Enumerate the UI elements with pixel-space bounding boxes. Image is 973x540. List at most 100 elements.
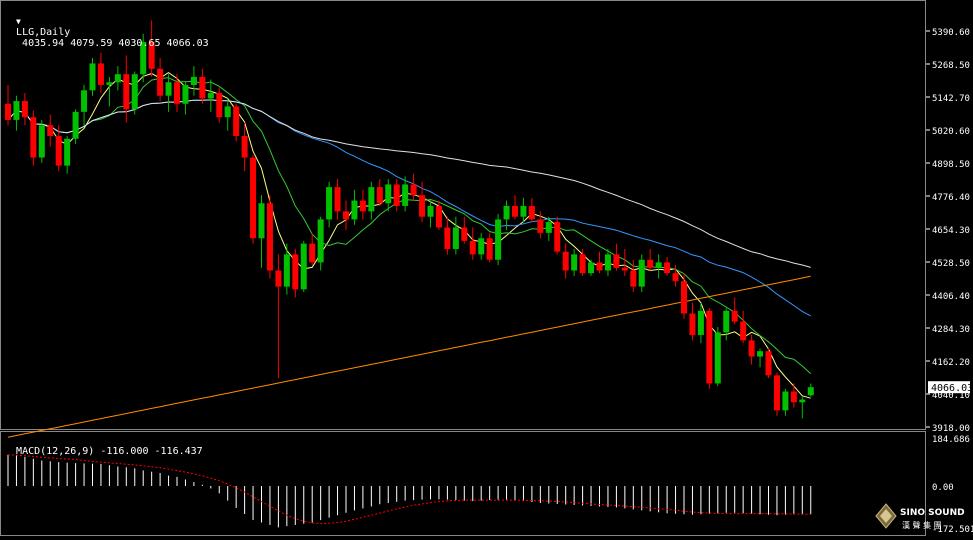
candle-body <box>81 90 88 112</box>
candle-body <box>165 82 172 96</box>
candle-body <box>97 63 104 85</box>
candle-body <box>427 205 434 217</box>
candle-body <box>799 399 806 403</box>
candle-body <box>72 111 79 139</box>
candle-body <box>334 187 341 212</box>
candle-body <box>638 259 645 287</box>
candle-body <box>207 93 214 99</box>
logo-text: SINO SOUND <box>900 508 965 518</box>
candle-body <box>765 351 772 376</box>
chart-title: ▼ LLG,Daily 4035.94 4079.59 4030.65 4066… <box>4 5 209 49</box>
candle-body <box>89 63 96 91</box>
candle-body <box>410 184 417 196</box>
candle-body <box>233 106 240 137</box>
candle-body <box>47 125 54 137</box>
candle-body <box>740 321 747 341</box>
candle-body <box>461 227 468 241</box>
candle-body <box>140 41 147 75</box>
price-tick-label: 5390.60 <box>932 28 970 38</box>
candle-body <box>55 136 62 166</box>
price-tick-label: 4406.40 <box>932 292 970 302</box>
price-tick-label: 4040.10 <box>932 391 970 401</box>
macd-title: MACD(12,26,9) -116.000 -116.437 <box>4 435 203 457</box>
candle-body <box>368 187 375 212</box>
current-price-label: 4066.03 <box>931 383 973 394</box>
candle-body <box>275 270 282 287</box>
candle-body <box>123 74 130 110</box>
price-tick-label: 5268.50 <box>932 61 970 71</box>
candle-body <box>343 211 349 220</box>
candle-body <box>672 273 679 282</box>
candle-body <box>782 391 789 411</box>
candle-body <box>537 219 544 233</box>
macd-panel-border <box>0 431 926 536</box>
sino-sound-logo: SINO SOUND 漢 聲 集 團 <box>872 498 972 536</box>
candle-body <box>385 184 392 204</box>
candle-body <box>419 195 426 217</box>
candle-body <box>250 157 257 239</box>
macd-axis: 184.686 0.00 -172.501 <box>932 435 973 535</box>
price-tick-label: 4898.50 <box>932 160 970 170</box>
candle-body <box>300 243 307 290</box>
candle-body <box>790 391 797 403</box>
candle-body <box>621 267 628 271</box>
candle-body <box>604 254 611 271</box>
candle-body <box>216 93 223 118</box>
candle-body <box>596 262 603 271</box>
price-tick-label: 5020.60 <box>932 127 970 137</box>
macd-tick-label: 184.686 <box>932 435 970 445</box>
candles <box>5 20 814 419</box>
candle-body <box>64 138 71 166</box>
candle-body <box>731 310 738 322</box>
candle-body <box>807 387 814 396</box>
candle-body <box>588 262 595 274</box>
symbol-label: LLG,Daily <box>16 27 71 38</box>
candle-body <box>664 262 671 274</box>
candle-body <box>647 259 654 268</box>
candle-body <box>292 254 299 290</box>
price-tick-label: 4162.20 <box>932 358 970 368</box>
moving-averages <box>7 71 812 438</box>
candle-body <box>469 240 476 255</box>
candle-body <box>503 205 510 220</box>
diamond-logo-icon: SINO SOUND 漢 聲 集 團 <box>875 503 965 530</box>
candle-body <box>545 222 552 233</box>
candle-body <box>562 251 569 271</box>
candle-body <box>131 74 138 110</box>
ma-yellow-line <box>7 71 811 399</box>
candle-body <box>376 187 383 204</box>
candle-body <box>613 254 620 268</box>
candle-body <box>689 313 696 336</box>
candle-body <box>317 219 324 263</box>
candle-body <box>30 117 37 158</box>
price-axis: 5390.60 5268.50 5142.70 5020.60 4898.50 4776.… <box>926 28 970 434</box>
price-tick-label: 4528.50 <box>932 259 970 269</box>
candle-body <box>148 41 155 69</box>
macd-label: MACD(12,26,9) -116.000 -116.437 <box>16 446 203 457</box>
candle-body <box>402 184 409 206</box>
candle-body <box>106 82 113 85</box>
macd-panel <box>7 454 812 528</box>
candle-body <box>452 227 459 249</box>
candle-body <box>13 101 20 120</box>
candle-body <box>266 203 273 271</box>
price-tick-label: 5142.70 <box>932 94 970 104</box>
candle-body <box>359 200 366 212</box>
macd-tick-label: -172.501 <box>932 525 973 535</box>
candle-body <box>757 351 764 357</box>
candle-body <box>435 205 442 228</box>
candle-body <box>241 136 248 158</box>
macd-tick-label: 0.00 <box>932 483 954 493</box>
candle-body <box>21 101 28 118</box>
price-tick-label: 4654.30 <box>932 226 970 236</box>
candle-body <box>190 76 197 85</box>
candle-body <box>630 270 637 287</box>
candle-body <box>681 281 687 314</box>
triangle-down-icon[interactable]: ▼ <box>16 17 21 26</box>
candle-body <box>528 205 535 220</box>
candle-body <box>38 125 45 158</box>
candle-body <box>114 74 121 83</box>
candle-body <box>714 332 721 384</box>
current-price-marker: 4066.03 <box>928 381 973 394</box>
